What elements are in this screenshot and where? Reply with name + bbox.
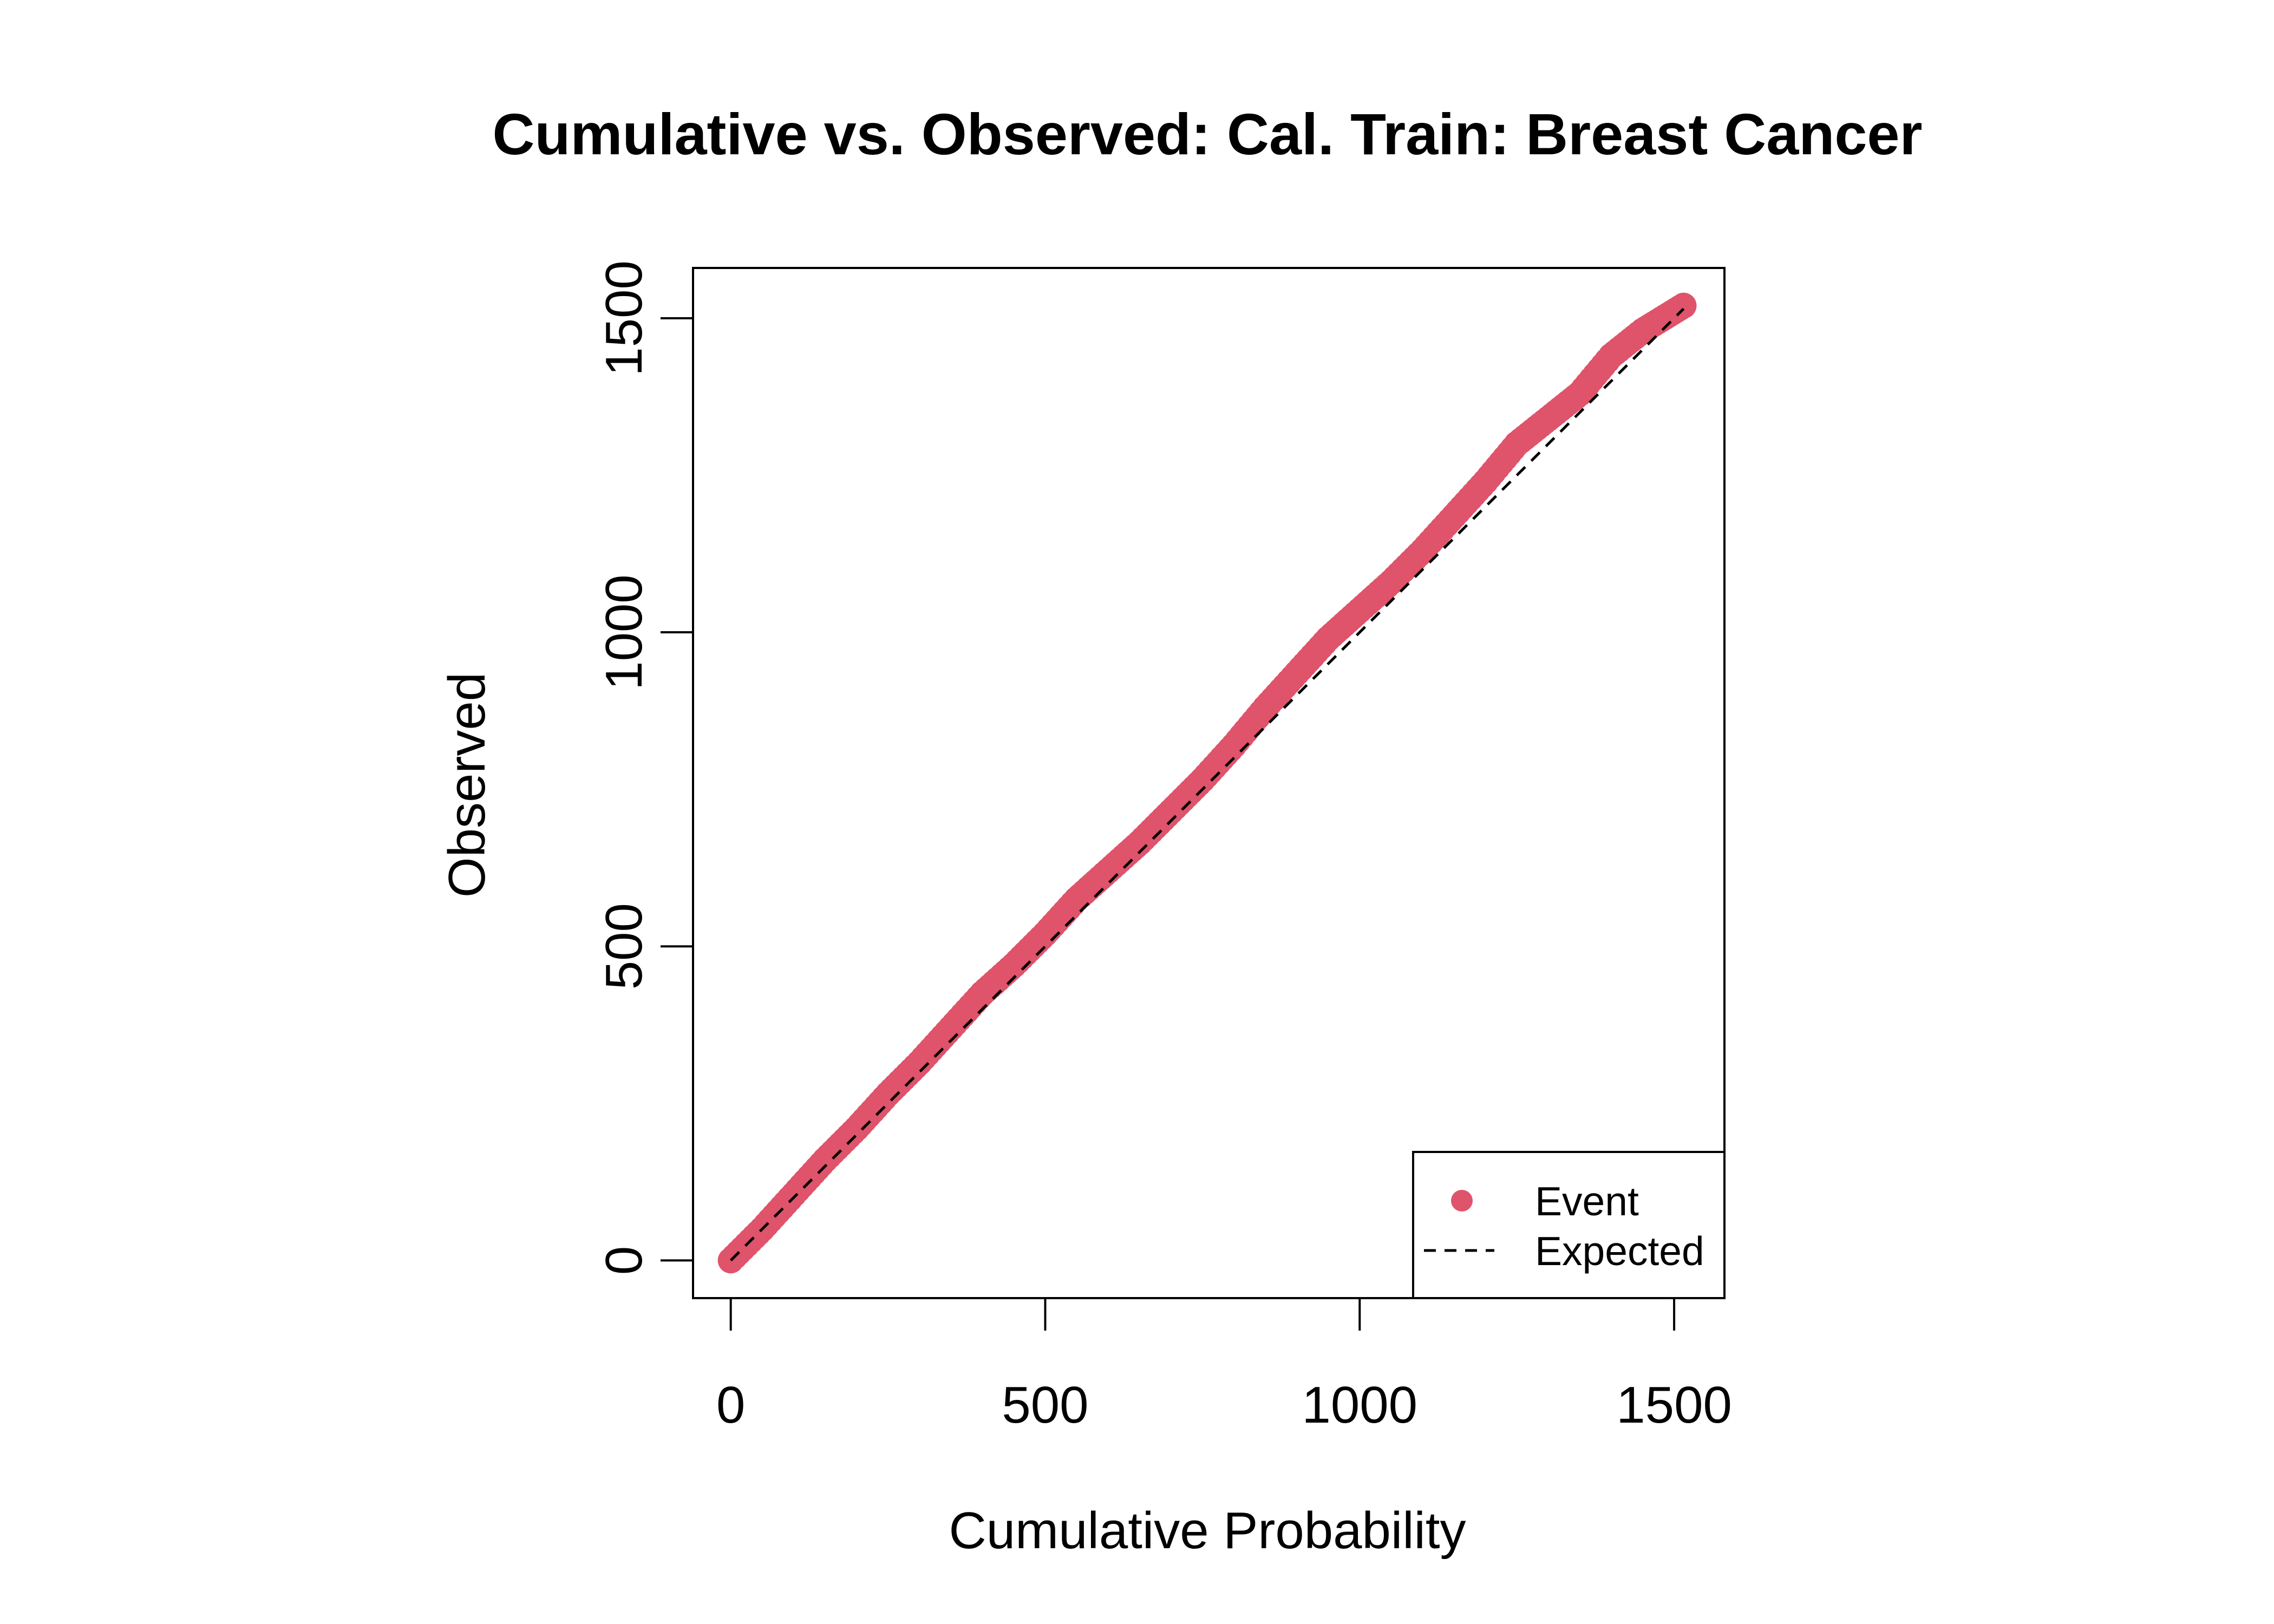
y-tick-label: 1500 bbox=[595, 260, 653, 376]
expected-line-path bbox=[729, 307, 1685, 1262]
x-tick-label: 500 bbox=[1002, 1376, 1088, 1434]
legend-box bbox=[1412, 1151, 1726, 1299]
y-tick-label: 1000 bbox=[595, 574, 653, 690]
y-axis: 0 500 1000 1500 bbox=[595, 260, 694, 1275]
expected-line bbox=[729, 307, 1685, 1262]
chart-title: Cumulative vs. Observed: Cal. Train: Bre… bbox=[493, 101, 1923, 167]
legend-event-label: Event bbox=[1535, 1178, 1639, 1224]
y-axis-label: Observed bbox=[438, 672, 496, 898]
x-axis-label: Cumulative Probability bbox=[949, 1502, 1466, 1560]
legend-event-marker bbox=[1451, 1190, 1473, 1212]
y-tick-label: 500 bbox=[595, 903, 653, 990]
x-tick-label: 0 bbox=[716, 1376, 745, 1434]
x-tick-label: 1500 bbox=[1616, 1376, 1732, 1434]
event-point bbox=[1670, 292, 1697, 319]
y-tick-label: 0 bbox=[595, 1246, 653, 1275]
x-axis: 0 500 1000 1500 bbox=[716, 1297, 1732, 1434]
legend: Event Expected bbox=[1412, 1151, 1726, 1299]
legend-expected-label: Expected bbox=[1535, 1228, 1704, 1274]
x-tick-label: 1000 bbox=[1302, 1376, 1417, 1434]
